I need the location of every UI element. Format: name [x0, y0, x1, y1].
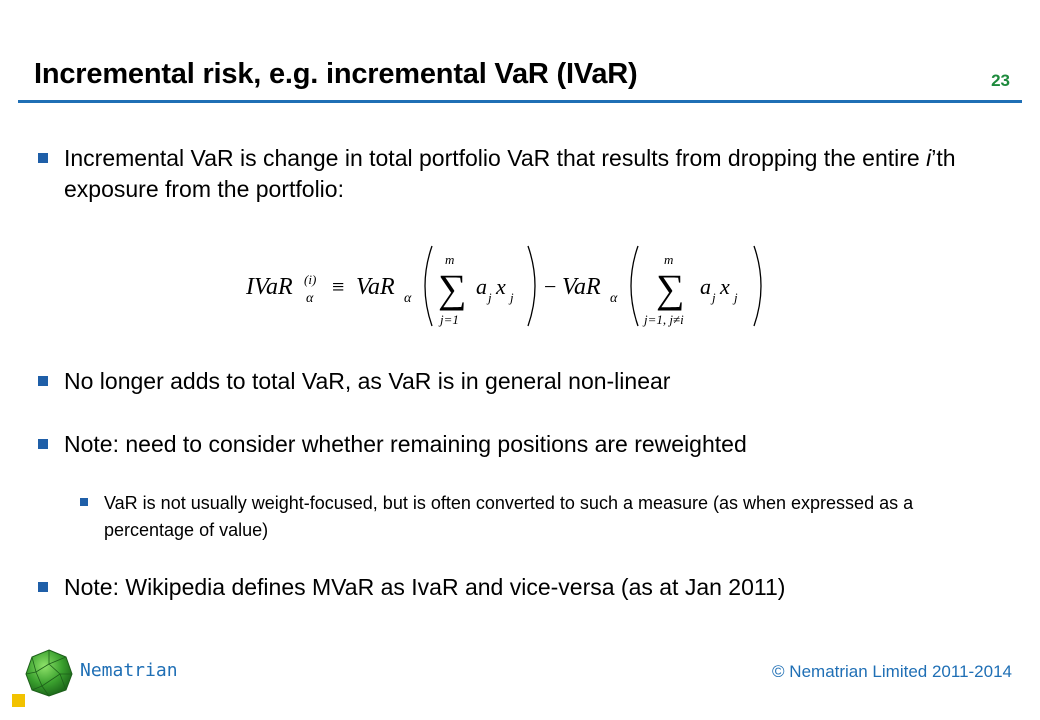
formula-sum-2-lower: j=1, j≠i [642, 312, 684, 327]
formula-var-1: VaR [356, 274, 395, 300]
bullet-3-text: Note: need to consider whether remaining… [64, 431, 747, 457]
bullet-marker [38, 376, 48, 386]
bullet-2: No longer adds to total VaR, as VaR is i… [38, 366, 958, 397]
bullet-marker [38, 582, 48, 592]
bullet-marker [38, 439, 48, 449]
sub-bullet-marker [80, 498, 88, 506]
formula-ivar: IVaR [245, 274, 293, 300]
formula-term-2-x-sub: j [732, 290, 738, 305]
formula-term-1-x-sub: j [508, 290, 514, 305]
footer-copyright: © Nematrian Limited 2011-2014 [772, 662, 1012, 681]
sub-bullet-1-text: VaR is not usually weight-focused, but i… [104, 493, 914, 540]
formula-term-1-a-sub: j [486, 290, 492, 305]
footer-brand: Nematrian [80, 660, 178, 681]
title-divider [18, 100, 1022, 103]
bullet-1-text-part: Incremental VaR is change in total portf… [64, 145, 927, 171]
formula-term-1-a: a [476, 274, 487, 299]
nematrian-logo-icon [24, 648, 74, 703]
formula-term-2-x: x [719, 274, 730, 299]
bullet-2-text: No longer adds to total VaR, as VaR is i… [64, 368, 671, 394]
formula-term-2-a-sub: j [710, 290, 716, 305]
slide-title: Incremental risk, e.g. incremental VaR (… [34, 58, 638, 90]
bullet-1-text: Incremental VaR is change in total portf… [64, 143, 958, 205]
bullet-4: Note: Wikipedia defines MVaR as IvaR and… [38, 572, 958, 603]
formula-ivar-subscript: α [306, 291, 314, 306]
formula-equiv: ≡ [332, 274, 344, 299]
bullet-4-text: Note: Wikipedia defines MVaR as IvaR and… [64, 574, 786, 600]
formula-term-2-a: a [700, 274, 711, 299]
formula-var-2-subscript: α [610, 291, 618, 306]
formula-paren-close-1 [527, 245, 536, 327]
corner-marker [12, 694, 25, 707]
formula-ivar-superscript: (i) [304, 272, 316, 287]
formula-term-1-x: x [495, 274, 506, 299]
ivar-formula: IVaR (i) α ≡ VaR α m ∑ j=1 a j x j − VaR… [240, 238, 780, 333]
formula-sum-2-sigma: ∑ [656, 266, 685, 311]
bullet-1: Incremental VaR is change in total portf… [38, 143, 958, 205]
sub-bullet-1: VaR is not usually weight-focused, but i… [80, 490, 960, 544]
formula-sum-2-upper: m [664, 252, 673, 267]
formula-var-1-subscript: α [404, 291, 412, 306]
bullet-marker [38, 153, 48, 163]
formula-paren-close-2 [753, 245, 762, 327]
formula-sum-1-lower: j=1 [438, 312, 459, 327]
bullet-1-italic-i: i [926, 145, 932, 171]
bullet-3: Note: need to consider whether remaining… [38, 429, 958, 460]
formula-sum-1-upper: m [445, 252, 454, 267]
formula-var-2: VaR [562, 274, 601, 300]
bullet-1-text-end: ’th exposure from the portfolio: [64, 145, 956, 202]
formula-sum-1-sigma: ∑ [438, 266, 467, 311]
formula-paren-open-1 [424, 245, 433, 327]
formula-paren-open-2 [630, 245, 639, 327]
slide-number: 23 [991, 71, 1010, 90]
formula-minus: − [544, 274, 556, 299]
